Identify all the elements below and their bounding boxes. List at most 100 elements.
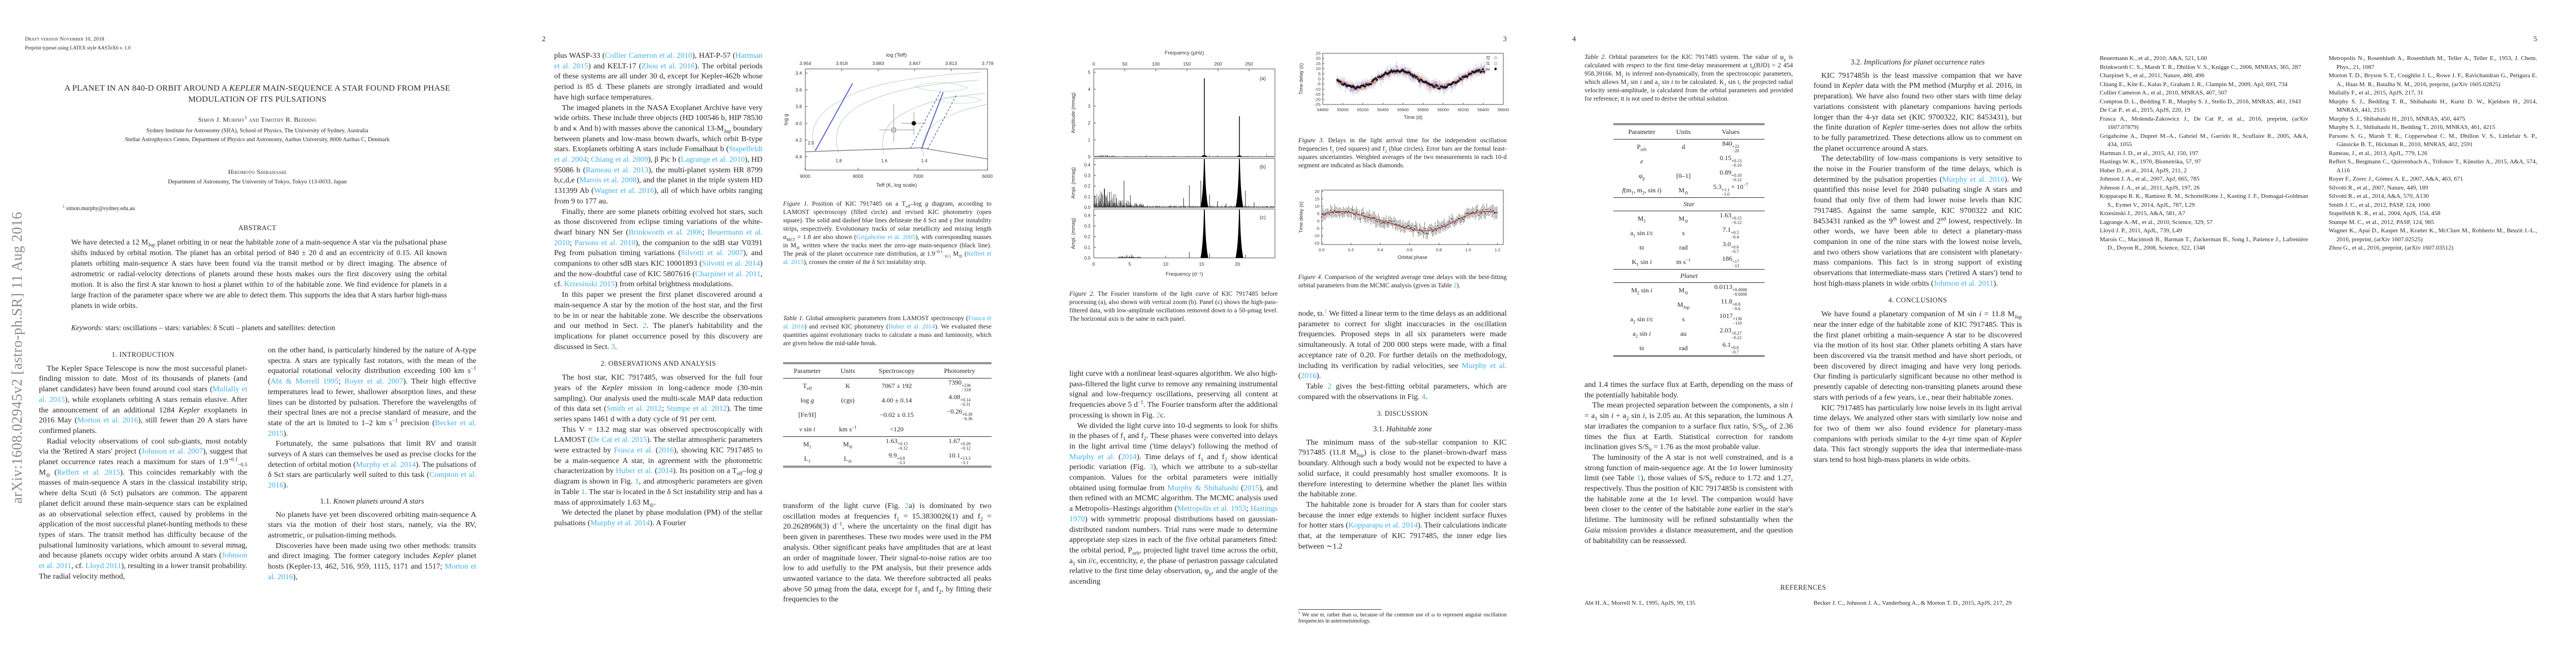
reference-item: Collier Cameron A., et al., 2010, MNRAS,…	[2100, 89, 2228, 96]
svg-text:3.883: 3.883	[873, 61, 885, 66]
table-cell: 9.9 +4.8 −3.3	[888, 451, 905, 465]
page2-column-1: plus WASP-33 (Collier Cameron et al. 201…	[554, 51, 763, 529]
svg-text:5: 5	[1317, 211, 1319, 216]
table-row: Teff K 7067 ± 192 7390 +236 −318	[783, 379, 991, 393]
table-cell: Teff	[803, 381, 812, 391]
paragraph: on the other hand, is particularly hinde…	[268, 346, 477, 438]
affiliation-3: Department of Astronomy, The University …	[168, 179, 347, 185]
table-cell: 3.0 +0.6 −0.7	[1722, 240, 1739, 254]
citation-link: Zhou et al. 2016	[641, 62, 695, 71]
table-row: L1 L⊙ 9.9 +4.8 −3.3 10.1 +13.3 −3.1	[783, 451, 991, 466]
citation-link: 2014	[657, 467, 673, 476]
svg-text:log (Teff): log (Teff)	[886, 52, 907, 58]
table-2: Parameter Units Values Porb d 840 +22 −20 e 0.15 +…	[1613, 123, 1765, 357]
svg-text:0: 0	[1318, 77, 1321, 82]
svg-text:-5: -5	[1317, 82, 1321, 87]
page-5: 5 Beuermann K., et al., 2010, A&A, 521, …	[2061, 0, 2576, 667]
svg-text:0.3: 0.3	[1084, 224, 1091, 229]
citation-link: Johnson et al. 2011	[1934, 279, 1994, 288]
paragraph: Fortunately, the same pulsations that li…	[268, 440, 477, 490]
table-cell: 4.08 +0.14 −0.31	[948, 392, 971, 407]
table-cell: d	[1682, 142, 1685, 151]
svg-text:3.954: 3.954	[799, 61, 811, 66]
citation-link: 1	[1324, 308, 1327, 315]
table-row: Parameter Units Spectroscopy Photometry	[783, 364, 991, 379]
table-row: φp [0–1] 0.89 +0.10 −0.12	[1613, 168, 1765, 183]
svg-text:0.8: 0.8	[1436, 247, 1442, 252]
table-cell: 0.0113 +0.0008 −0.0006	[1714, 282, 1747, 297]
table-row: [Fe/H] −0.02 ± 0.15 −0.26 +0.30 −0.36	[783, 407, 991, 422]
table-cell: s	[1682, 315, 1685, 323]
svg-text:0.1: 0.1	[1084, 245, 1091, 250]
svg-text:Ampl. (mmag): Ampl. (mmag)	[1070, 218, 1076, 250]
paragraph: Discoveries have been made using two oth…	[268, 541, 476, 581]
table-cell: Porb	[1637, 142, 1647, 152]
table-1: Parameter Units Spectroscopy Photometry Teff…	[783, 362, 991, 467]
paragraph: The Kepler Space Telescope is now the mo…	[39, 364, 247, 435]
citation-link: Rameau et al. 2013	[585, 166, 649, 175]
table-row: K1 sin i m s−1 186 +17 −13	[1613, 255, 1765, 269]
citation-link: Beuermann et al. 2010	[554, 228, 763, 247]
svg-text:(b): (b)	[1260, 164, 1266, 170]
citation-link: 2	[1453, 282, 1457, 289]
citation-link: 1	[1637, 474, 1641, 483]
reference-item: Reffert S., Bergmann C., Quirrenbach A.,…	[2329, 158, 2537, 174]
paragraph: No planets have yet been discovered orbi…	[268, 510, 476, 540]
svg-text:8000: 8000	[853, 173, 863, 179]
svg-text:55800: 55800	[1417, 107, 1429, 112]
footnote-rule	[1298, 609, 1382, 610]
citation-link: Silvotti et al. 2007	[681, 249, 744, 258]
svg-text:56200: 56200	[1457, 107, 1469, 112]
paragraph: KIC 7917485b is the least massive compan…	[1813, 71, 2022, 153]
page1-column-1: 1. INTRODUCTION The Kepler Space Telesco…	[39, 344, 247, 582]
citation-link: Hastings 1970	[1069, 505, 1278, 524]
paper-title: A PLANET IN AN 840-D ORBIT AROUND A KEPL…	[64, 84, 451, 104]
table-row: Parameter Units Values	[1613, 125, 1765, 140]
svg-text:0.2: 0.2	[1084, 184, 1091, 189]
references-column-right: Metropolis N., Rosenbluth A., Rosenbluth…	[2329, 54, 2537, 253]
table-row: log g (cgs) 4.00 ± 0.14 4.08 +0.14 −0.31	[783, 393, 991, 407]
email-footnote: 1 simon.murphy@sydney.edu.au	[63, 205, 135, 212]
paragraph: Finally, there are some planets orbiting…	[554, 207, 763, 289]
svg-text:(a): (a)	[1260, 76, 1266, 81]
table-section-title: Star	[1613, 197, 1765, 211]
table-cell: M⊙	[1678, 214, 1688, 223]
citation-link: Charpinet et al. 2011	[695, 270, 761, 278]
svg-text:55600: 55600	[1397, 107, 1409, 112]
paragraph: The mean projected separation between th…	[1585, 401, 1793, 454]
subsection-1-1-heading: 1.1. Known planets around A stars	[320, 496, 424, 505]
table-cell: (cgs)	[841, 396, 855, 404]
citation-link: Stumpe et al. 2012	[666, 405, 727, 414]
svg-text:Time delay (s): Time delay (s)	[1298, 63, 1304, 95]
table-cell: 1.63 +0.15 −0.12	[1720, 211, 1742, 225]
table-row: f(m1, m2, sin i) M⊙ 5.3 +1.1 −1.0 × 10−7	[1613, 182, 1765, 197]
svg-text:0.3: 0.3	[1084, 173, 1091, 178]
svg-text:-20: -20	[1314, 97, 1321, 102]
table-row: a1 sin i/c s 7.1 +0.5 −0.4	[1613, 226, 1765, 240]
reference-item: Lloyd J. P., 2011, ApJL, 739, L49	[2100, 227, 2183, 234]
citation-link: 2016	[1301, 372, 1317, 381]
svg-text:0: 0	[1088, 155, 1091, 160]
svg-text:-10: -10	[1313, 233, 1319, 238]
table-cell: <120	[890, 425, 904, 433]
svg-text:0.2: 0.2	[1348, 247, 1354, 252]
svg-text:f2: f2	[1486, 56, 1490, 61]
svg-text:4: 4	[1088, 87, 1091, 92]
citation-link: 1	[635, 477, 639, 486]
svg-text:10: 10	[1163, 261, 1169, 267]
table-cell: M⊙	[843, 440, 853, 449]
authors-line-2: Hiromoto Shibahashi	[228, 168, 287, 176]
paragraph: The imaged planets in the NASA Exoplanet…	[554, 103, 763, 206]
citation-link: 2	[642, 322, 647, 331]
citation-link: Kopparapu et al. 2014	[1348, 521, 1418, 530]
references-column-left: Beuermann K., et al., 2010, A&A, 521, L6…	[2100, 54, 2308, 253]
svg-text:1.8: 1.8	[835, 158, 842, 163]
svg-text:3.4: 3.4	[795, 71, 802, 76]
citation-link: 2016	[658, 446, 674, 455]
svg-text:1: 1	[1088, 138, 1091, 143]
citation-link: 1	[581, 487, 585, 496]
paragraph: The host star, KIC 7917485, was observed…	[554, 374, 763, 424]
paragraph: The minimum mass of the sub-stellar comp…	[1298, 438, 1507, 499]
svg-text:56000: 56000	[1437, 107, 1449, 112]
